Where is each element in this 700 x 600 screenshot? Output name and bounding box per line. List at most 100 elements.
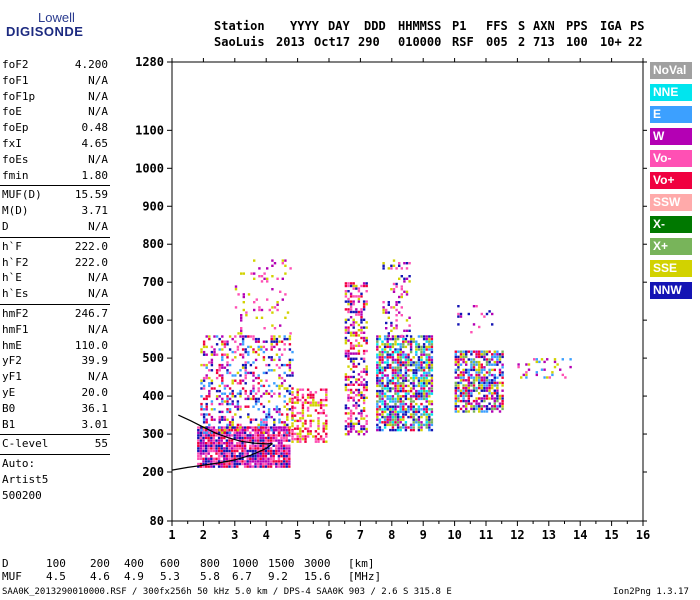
param-value: 4.65 <box>81 137 109 150</box>
param-name: MUF(D) <box>2 188 42 202</box>
echo-point <box>228 429 231 432</box>
echo-point <box>392 264 396 267</box>
param-name: hmF2 <box>2 307 29 320</box>
echo-point <box>389 421 392 424</box>
echo-point <box>231 418 234 421</box>
echo-point <box>396 358 400 362</box>
echo-point <box>407 361 410 364</box>
echo-point <box>309 391 312 394</box>
echo-point <box>344 349 348 353</box>
echo-point <box>404 374 408 377</box>
echo-point <box>251 449 255 453</box>
echo-point <box>272 455 275 458</box>
echo-point <box>273 382 276 385</box>
echo-point <box>231 358 234 362</box>
echo-point <box>273 369 276 372</box>
echo-point <box>212 460 216 463</box>
echo-point <box>314 391 318 394</box>
echo-point <box>233 436 236 440</box>
echo-point <box>259 462 262 466</box>
echo-point <box>407 415 410 419</box>
clevel-name: C-level <box>2 437 49 451</box>
echo-point <box>291 435 294 438</box>
echo-point <box>296 435 299 438</box>
param-name: fmin <box>2 168 29 182</box>
echo-point <box>291 437 294 441</box>
echo-point <box>200 402 203 406</box>
echo-point <box>483 381 486 385</box>
footer-d-value: 1500 <box>268 557 295 570</box>
legend-item-vo: Vo- <box>650 150 692 167</box>
echo-point <box>349 282 353 285</box>
echo-point <box>493 399 496 403</box>
echo-point <box>564 376 567 379</box>
echo-point <box>228 431 232 434</box>
echo-point <box>270 335 273 338</box>
echo-point <box>480 397 483 400</box>
echo-point <box>299 398 302 402</box>
echo-point <box>376 379 379 382</box>
echo-point <box>306 396 310 399</box>
echo-point <box>386 361 389 364</box>
echo-point <box>256 452 260 455</box>
echo-point <box>288 431 291 434</box>
echo-point <box>257 376 260 380</box>
echo-point <box>422 410 426 414</box>
echo-point <box>264 439 268 442</box>
echo-point <box>280 413 284 416</box>
echo-point <box>325 404 328 407</box>
echo-point <box>362 339 366 342</box>
echo-point <box>296 411 299 415</box>
echo-point <box>425 418 428 421</box>
echo-point <box>376 410 379 414</box>
echo-point <box>254 460 257 463</box>
echo-point <box>309 401 312 404</box>
echo-point <box>391 413 395 416</box>
echo-point <box>202 350 206 354</box>
echo-point <box>365 396 368 399</box>
echo-point <box>394 343 397 346</box>
echo-point <box>249 465 252 468</box>
echo-point <box>365 290 368 293</box>
echo-point <box>454 389 457 392</box>
echo-point <box>251 434 255 437</box>
echo-point <box>252 397 255 401</box>
echo-point <box>265 371 268 375</box>
echo-point <box>197 426 200 429</box>
echo-point <box>349 417 353 420</box>
echo-point <box>317 417 320 420</box>
echo-point <box>390 321 393 325</box>
echo-point <box>312 419 315 423</box>
echo-point <box>218 395 221 398</box>
echo-point <box>230 452 234 455</box>
echo-point <box>213 418 216 421</box>
echo-point <box>394 335 397 338</box>
param-name: h`F <box>2 239 22 253</box>
echo-point <box>269 462 273 466</box>
echo-point <box>344 425 348 428</box>
echo-point <box>425 395 428 398</box>
echo-point <box>417 382 421 385</box>
echo-point <box>355 308 358 311</box>
echo-point <box>277 465 281 468</box>
echo-point <box>230 457 234 460</box>
echo-point <box>265 415 268 419</box>
echo-point <box>420 363 423 367</box>
echo-point <box>280 442 283 445</box>
echo-point <box>382 311 385 314</box>
echo-point <box>417 363 421 367</box>
header-label: PS <box>630 19 645 33</box>
echo-point <box>202 376 206 380</box>
echo-point <box>269 426 273 429</box>
echo-point <box>417 421 421 424</box>
echo-point <box>382 308 385 312</box>
param-value: 39.9 <box>81 354 109 368</box>
echo-point <box>296 432 299 436</box>
echo-point <box>475 397 478 400</box>
echo-point <box>269 457 273 460</box>
echo-point <box>480 389 483 392</box>
echo-point <box>252 387 255 390</box>
echo-point <box>475 407 478 411</box>
echo-point <box>225 457 229 460</box>
echo-point <box>286 387 289 390</box>
